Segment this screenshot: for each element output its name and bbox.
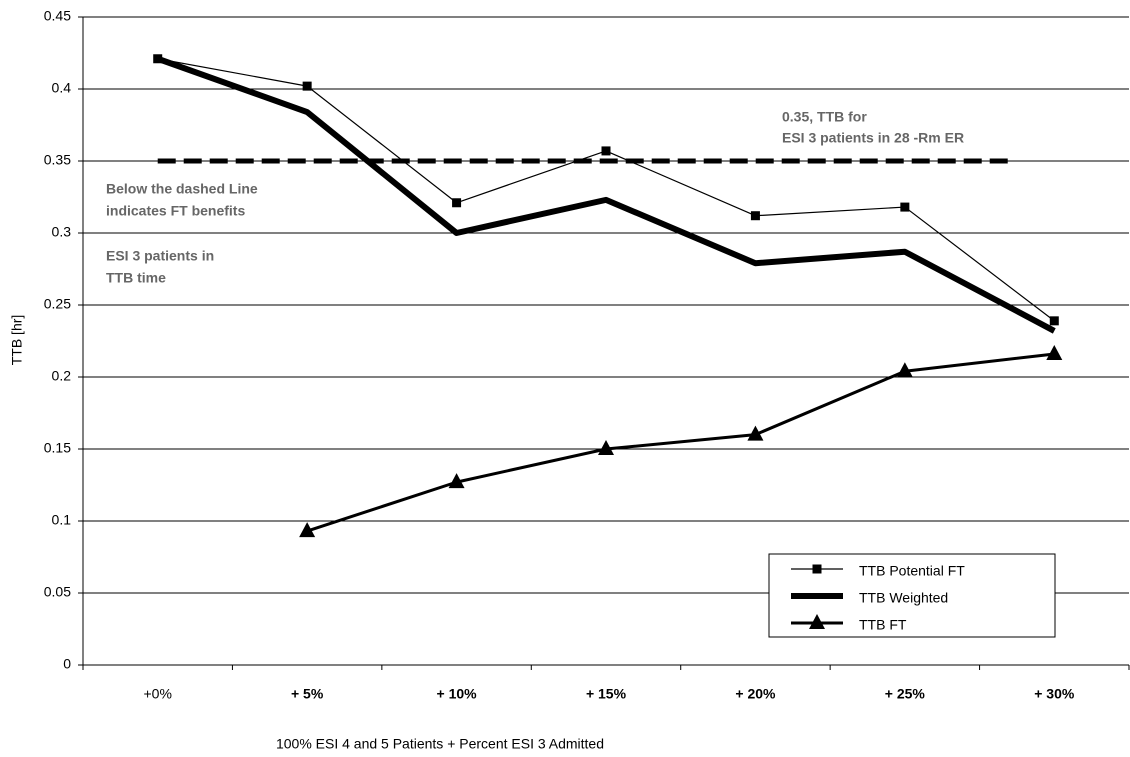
x-tick-label: + 15% — [586, 686, 627, 702]
data-point — [900, 202, 910, 212]
annotation: ESI 3 patients in — [106, 248, 214, 264]
x-tick-label: + 5% — [291, 686, 324, 702]
x-tick-label: + 30% — [1034, 686, 1075, 702]
annotation: ESI 3 patients in 28 -Rm ER — [782, 130, 964, 146]
annotation: indicates FT benefits — [106, 203, 245, 219]
data-point — [598, 440, 614, 455]
series-line — [156, 55, 1056, 334]
data-point — [750, 211, 760, 221]
y-tick-label: 0.3 — [52, 224, 72, 240]
legend-label: TTB FT — [859, 617, 907, 633]
data-point — [747, 425, 764, 441]
legend-label: TTB Potential FT — [859, 563, 965, 579]
y-tick-label: 0.15 — [44, 440, 71, 456]
data-point — [448, 473, 465, 489]
series-line — [157, 58, 1055, 322]
series-line — [306, 352, 1055, 533]
data-point — [302, 81, 312, 91]
x-tick-label: + 20% — [735, 686, 776, 702]
data-point — [299, 522, 316, 538]
y-tick-label: 0.45 — [44, 8, 71, 24]
legend-label: TTB Weighted — [859, 590, 948, 606]
legend-marker — [812, 564, 822, 574]
data-point — [1049, 316, 1059, 326]
x-tick-label: + 10% — [437, 686, 478, 702]
data-point — [601, 146, 611, 156]
y-tick-label: 0.2 — [52, 368, 72, 384]
data-point — [896, 362, 913, 378]
x-tick-label: + 25% — [885, 686, 926, 702]
annotation: TTB time — [106, 270, 166, 286]
data-point — [452, 198, 462, 208]
y-tick-label: 0.35 — [44, 152, 71, 168]
annotation: 0.35, TTB for — [782, 109, 867, 125]
y-tick-label: 0.4 — [52, 80, 72, 96]
x-axis-label: 100% ESI 4 and 5 Patients + Percent ESI … — [276, 736, 604, 752]
y-axis-label: TTB [hr] — [9, 315, 25, 366]
data-point — [1046, 344, 1063, 360]
y-tick-label: 0.05 — [44, 584, 71, 600]
y-tick-label: 0 — [63, 656, 71, 672]
x-tick-label: +0% — [144, 686, 172, 702]
y-tick-label: 0.1 — [52, 512, 72, 528]
legend-marker — [809, 614, 825, 629]
y-tick-label: 0.25 — [44, 296, 71, 312]
annotation: Below the dashed Line — [106, 181, 258, 197]
